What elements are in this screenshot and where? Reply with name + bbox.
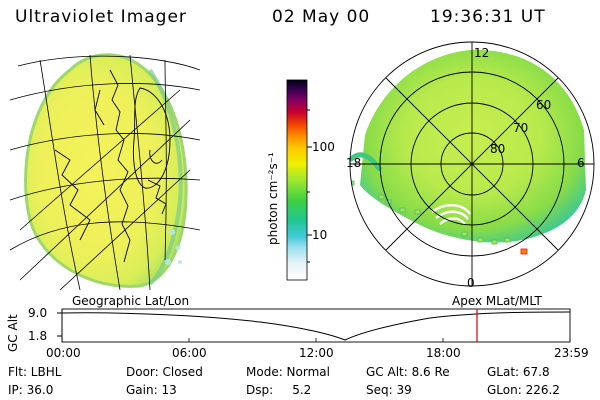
xtick-1200: 12:00: [299, 346, 334, 360]
gc-alt-status: GC Alt: 8.6 Re: [366, 365, 450, 379]
mlt-label-6: 6: [577, 156, 585, 170]
colorbar-unit-label: photon cm⁻²s⁻¹: [266, 152, 280, 245]
apex-panel-label: Apex MLat/MLT: [452, 294, 542, 308]
glat-status: GLat: 67.8: [487, 365, 550, 379]
hotspot-marker: [520, 248, 528, 255]
coastline-outline: [54, 69, 171, 263]
altitude-curve: [61, 311, 571, 341]
instrument-title: Ultraviolet Imager: [15, 7, 187, 27]
filter-status: Flt: LBHL: [8, 365, 62, 379]
mlt-label-12: 12: [474, 46, 490, 60]
altitude-ytick-top: 9.0: [28, 306, 48, 320]
date-label: 02 May 00: [272, 7, 371, 27]
dsp-status: Dsp: 5.2: [246, 383, 312, 397]
time-label: 19:36:31 UT: [430, 7, 546, 27]
geographic-globe-panel: [9, 53, 200, 290]
altitude-plot: [57, 308, 571, 343]
auroral-oval-emission: [360, 49, 586, 243]
lat-lon-grid: [9, 54, 200, 290]
ip-status: IP: 36.0: [8, 383, 54, 397]
polar-grid: [349, 41, 595, 287]
colorbar-ticks: [307, 109, 312, 263]
mlat-label-80: 80: [490, 142, 506, 156]
mlt-label-18: 18: [346, 156, 362, 170]
xtick-1800: 18:00: [426, 346, 461, 360]
polar-plot-panel: [349, 41, 595, 287]
door-status: Door: Closed: [126, 365, 203, 379]
mlt-label-0: 0: [467, 276, 475, 290]
mlat-label-60: 60: [536, 98, 552, 112]
altitude-ylabel: GC Alt: [6, 314, 20, 352]
xtick-0600: 06:00: [172, 346, 207, 360]
xtick-2359: 23:59: [554, 346, 589, 360]
mode-status: Mode: Normal: [246, 365, 330, 379]
geographic-panel-label: Geographic Lat/Lon: [72, 294, 190, 308]
mlat-label-70: 70: [513, 121, 529, 135]
colorbar-tick-10: 10: [312, 228, 328, 242]
seq-status: Seq: 39: [366, 383, 412, 397]
xtick-0000: 00:00: [46, 346, 81, 360]
colorbar: [286, 79, 308, 281]
altitude-ytick-bottom: 1.8: [28, 329, 48, 343]
gain-status: Gain: 13: [126, 383, 177, 397]
glon-status: GLon: 226.2: [487, 383, 560, 397]
colorbar-tick-100: 100: [312, 140, 335, 154]
